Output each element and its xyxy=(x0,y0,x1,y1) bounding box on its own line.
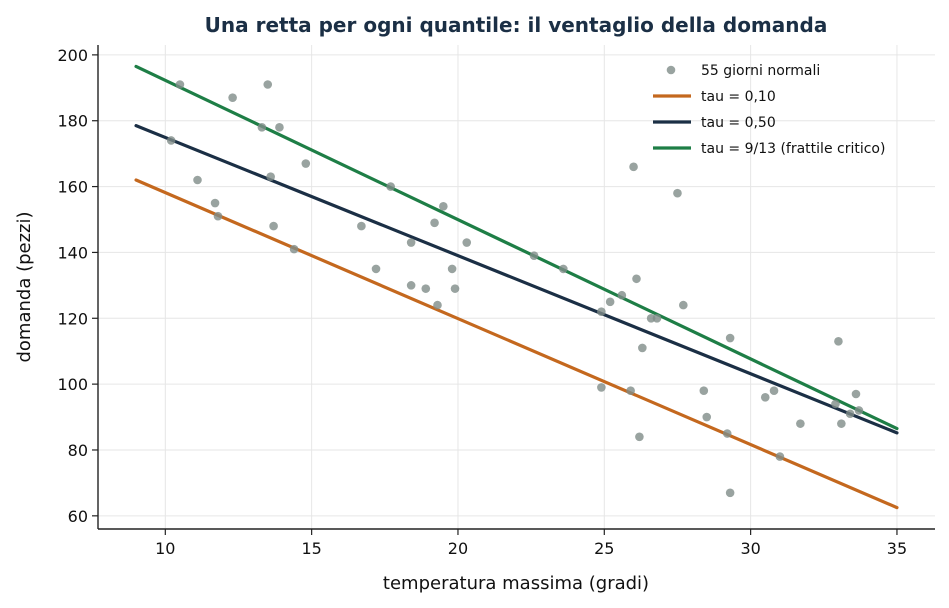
y-tick-label: 80 xyxy=(68,441,88,460)
scatter-point xyxy=(301,159,311,168)
scatter-point xyxy=(597,307,606,316)
scatter-point xyxy=(166,136,176,145)
scatter-point xyxy=(450,284,460,293)
scatter-point xyxy=(439,202,448,211)
y-tick-label: 60 xyxy=(68,507,88,526)
legend: 55 giorni normali tau = 0,10 tau = 0,50 tau… xyxy=(653,63,885,157)
scatter-point xyxy=(629,162,638,172)
scatter-point xyxy=(605,297,615,307)
x-tick-label: 35 xyxy=(887,539,907,558)
scatter-point xyxy=(433,300,442,310)
scatter-points xyxy=(166,80,864,498)
scatter-point xyxy=(386,182,395,191)
scatter-point xyxy=(213,211,223,221)
legend-label: tau = 0,10 xyxy=(701,89,776,105)
legend-label: tau = 9/13 (frattile critico) xyxy=(701,141,885,157)
scatter-point xyxy=(796,419,805,428)
scatter-point xyxy=(462,238,472,247)
y-ticks: 60 80 100 120 140 160 180 200 xyxy=(57,46,98,526)
scatter-point xyxy=(725,333,735,343)
scatter-point xyxy=(725,488,735,498)
scatter-point xyxy=(652,313,662,323)
scatter-point xyxy=(447,264,457,274)
x-tick-label: 30 xyxy=(740,539,760,558)
scatter-point xyxy=(529,251,539,261)
scatter-point xyxy=(702,412,712,422)
scatter-point xyxy=(406,238,416,247)
grid xyxy=(98,45,935,529)
scatter-point xyxy=(722,429,732,438)
y-tick-label: 180 xyxy=(57,112,88,131)
y-tick-label: 140 xyxy=(57,243,88,262)
scatter-point xyxy=(175,80,185,89)
x-tick-label: 25 xyxy=(594,539,614,558)
scatter-point xyxy=(854,406,864,415)
scatter-point xyxy=(559,264,568,274)
scatter-point xyxy=(851,389,861,399)
scatter-point xyxy=(837,419,846,428)
scatter-point xyxy=(228,93,237,102)
scatter-point xyxy=(632,274,641,284)
scatter-point xyxy=(673,188,682,198)
scatter-point xyxy=(357,221,366,231)
scatter-point xyxy=(845,409,855,419)
x-tick-label: 15 xyxy=(301,539,321,558)
scatter-point xyxy=(193,175,202,185)
y-tick-label: 120 xyxy=(57,309,88,328)
scatter-point xyxy=(679,300,688,310)
scatter-point xyxy=(760,392,770,402)
scatter-point xyxy=(635,432,644,442)
scatter-point xyxy=(617,290,627,300)
scatter-point xyxy=(834,337,843,346)
scatter-point xyxy=(430,218,439,228)
chart-title: Una retta per ogni quantile: il ventagli… xyxy=(205,13,828,37)
legend-marker xyxy=(666,65,676,75)
y-tick-label: 160 xyxy=(57,178,88,197)
y-tick-label: 200 xyxy=(57,46,88,65)
x-axis-label: temperatura massima (gradi) xyxy=(383,573,649,594)
scatter-point xyxy=(289,244,299,254)
scatter-point xyxy=(269,221,278,231)
y-tick-label: 100 xyxy=(57,375,88,394)
scatter-point xyxy=(257,123,267,132)
quantile-line xyxy=(134,124,899,435)
x-ticks: 10 15 20 25 30 35 xyxy=(155,529,907,558)
x-tick-label: 20 xyxy=(448,539,468,558)
quantile-lines xyxy=(134,64,899,510)
scatter-point xyxy=(371,264,381,274)
scatter-point xyxy=(831,399,840,409)
legend-label: 55 giorni normali xyxy=(701,63,820,79)
scatter-point xyxy=(210,198,220,208)
scatter-point xyxy=(406,281,416,290)
scatter-point xyxy=(775,452,785,461)
scatter-point xyxy=(638,343,647,353)
scatter-point xyxy=(263,80,273,89)
scatter-point xyxy=(597,383,606,392)
axes xyxy=(97,45,935,530)
scatter-point xyxy=(626,386,635,396)
scatter-point xyxy=(421,284,431,293)
scatter-point xyxy=(769,386,779,396)
y-axis-label: domanda (pezzi) xyxy=(14,211,35,362)
x-tick-label: 10 xyxy=(155,539,175,558)
quantile-line xyxy=(134,178,899,510)
scatter-point xyxy=(699,386,709,396)
scatter-point xyxy=(275,123,284,132)
legend-label: tau = 0,50 xyxy=(701,115,776,131)
scatter-point xyxy=(266,172,275,182)
